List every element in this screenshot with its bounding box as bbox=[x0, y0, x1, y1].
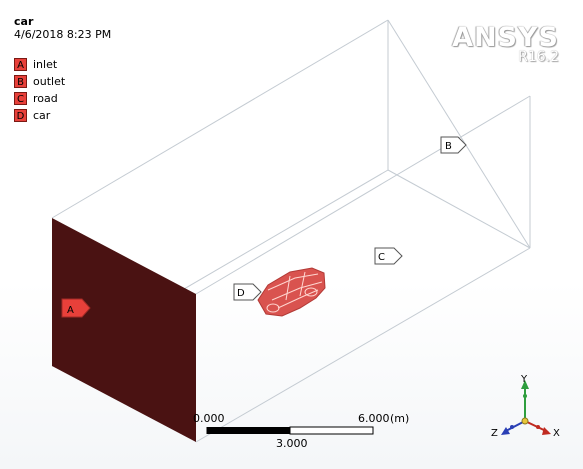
legend-item-outlet[interactable]: B outlet bbox=[14, 73, 65, 90]
model-title: car bbox=[14, 15, 34, 28]
scale-left-value: 0.000 bbox=[193, 412, 225, 425]
legend-key-c: C bbox=[14, 92, 27, 105]
ansys-logo: ANSYS R16.2 bbox=[452, 22, 559, 65]
legend-item-car[interactable]: D car bbox=[14, 107, 65, 124]
car-tag-label: D bbox=[237, 288, 245, 299]
outlet-tag[interactable]: B bbox=[440, 136, 467, 154]
triad-y-label: Y bbox=[520, 374, 528, 385]
legend-label-car: car bbox=[33, 109, 51, 122]
legend-label-inlet: inlet bbox=[33, 58, 58, 71]
scale-bar bbox=[206, 426, 374, 435]
outlet-tag-label: B bbox=[445, 141, 452, 152]
road-tag[interactable]: C bbox=[374, 247, 403, 265]
legend-key-b: B bbox=[14, 75, 27, 88]
triad-z-label: Z bbox=[491, 428, 498, 439]
legend-label-outlet: outlet bbox=[33, 75, 66, 88]
scale-unit: (m) bbox=[390, 412, 410, 425]
scale-right-value: 6.000 bbox=[358, 412, 390, 425]
legend-item-road[interactable]: C road bbox=[14, 90, 65, 107]
triad-x-label: X bbox=[553, 428, 560, 439]
road-tag-label: C bbox=[378, 252, 385, 263]
legend-item-inlet[interactable]: A inlet bbox=[14, 56, 65, 73]
legend-key-d: D bbox=[14, 109, 27, 122]
car-body[interactable] bbox=[257, 267, 326, 317]
legend-key-a: A bbox=[14, 58, 27, 71]
ansys-wordmark: ANSYS bbox=[452, 22, 559, 53]
timestamp: 4/6/2018 8:23 PM bbox=[14, 28, 112, 41]
inlet-face[interactable] bbox=[52, 218, 196, 442]
axis-triad[interactable]: Y X Z bbox=[491, 374, 560, 439]
scale-mid-value: 3.000 bbox=[276, 437, 308, 450]
legend-label-road: road bbox=[33, 92, 58, 105]
inlet-tag[interactable]: A bbox=[61, 298, 91, 318]
inlet-tag-label: A bbox=[67, 305, 74, 316]
car-tag[interactable]: D bbox=[233, 283, 262, 301]
scale-bar-dark-segment bbox=[207, 427, 290, 434]
named-selections-legend: A inlet B outlet C road D car bbox=[14, 56, 65, 124]
ansys-version: R16.2 bbox=[518, 49, 559, 65]
scale-bar-light-segment bbox=[289, 426, 374, 435]
